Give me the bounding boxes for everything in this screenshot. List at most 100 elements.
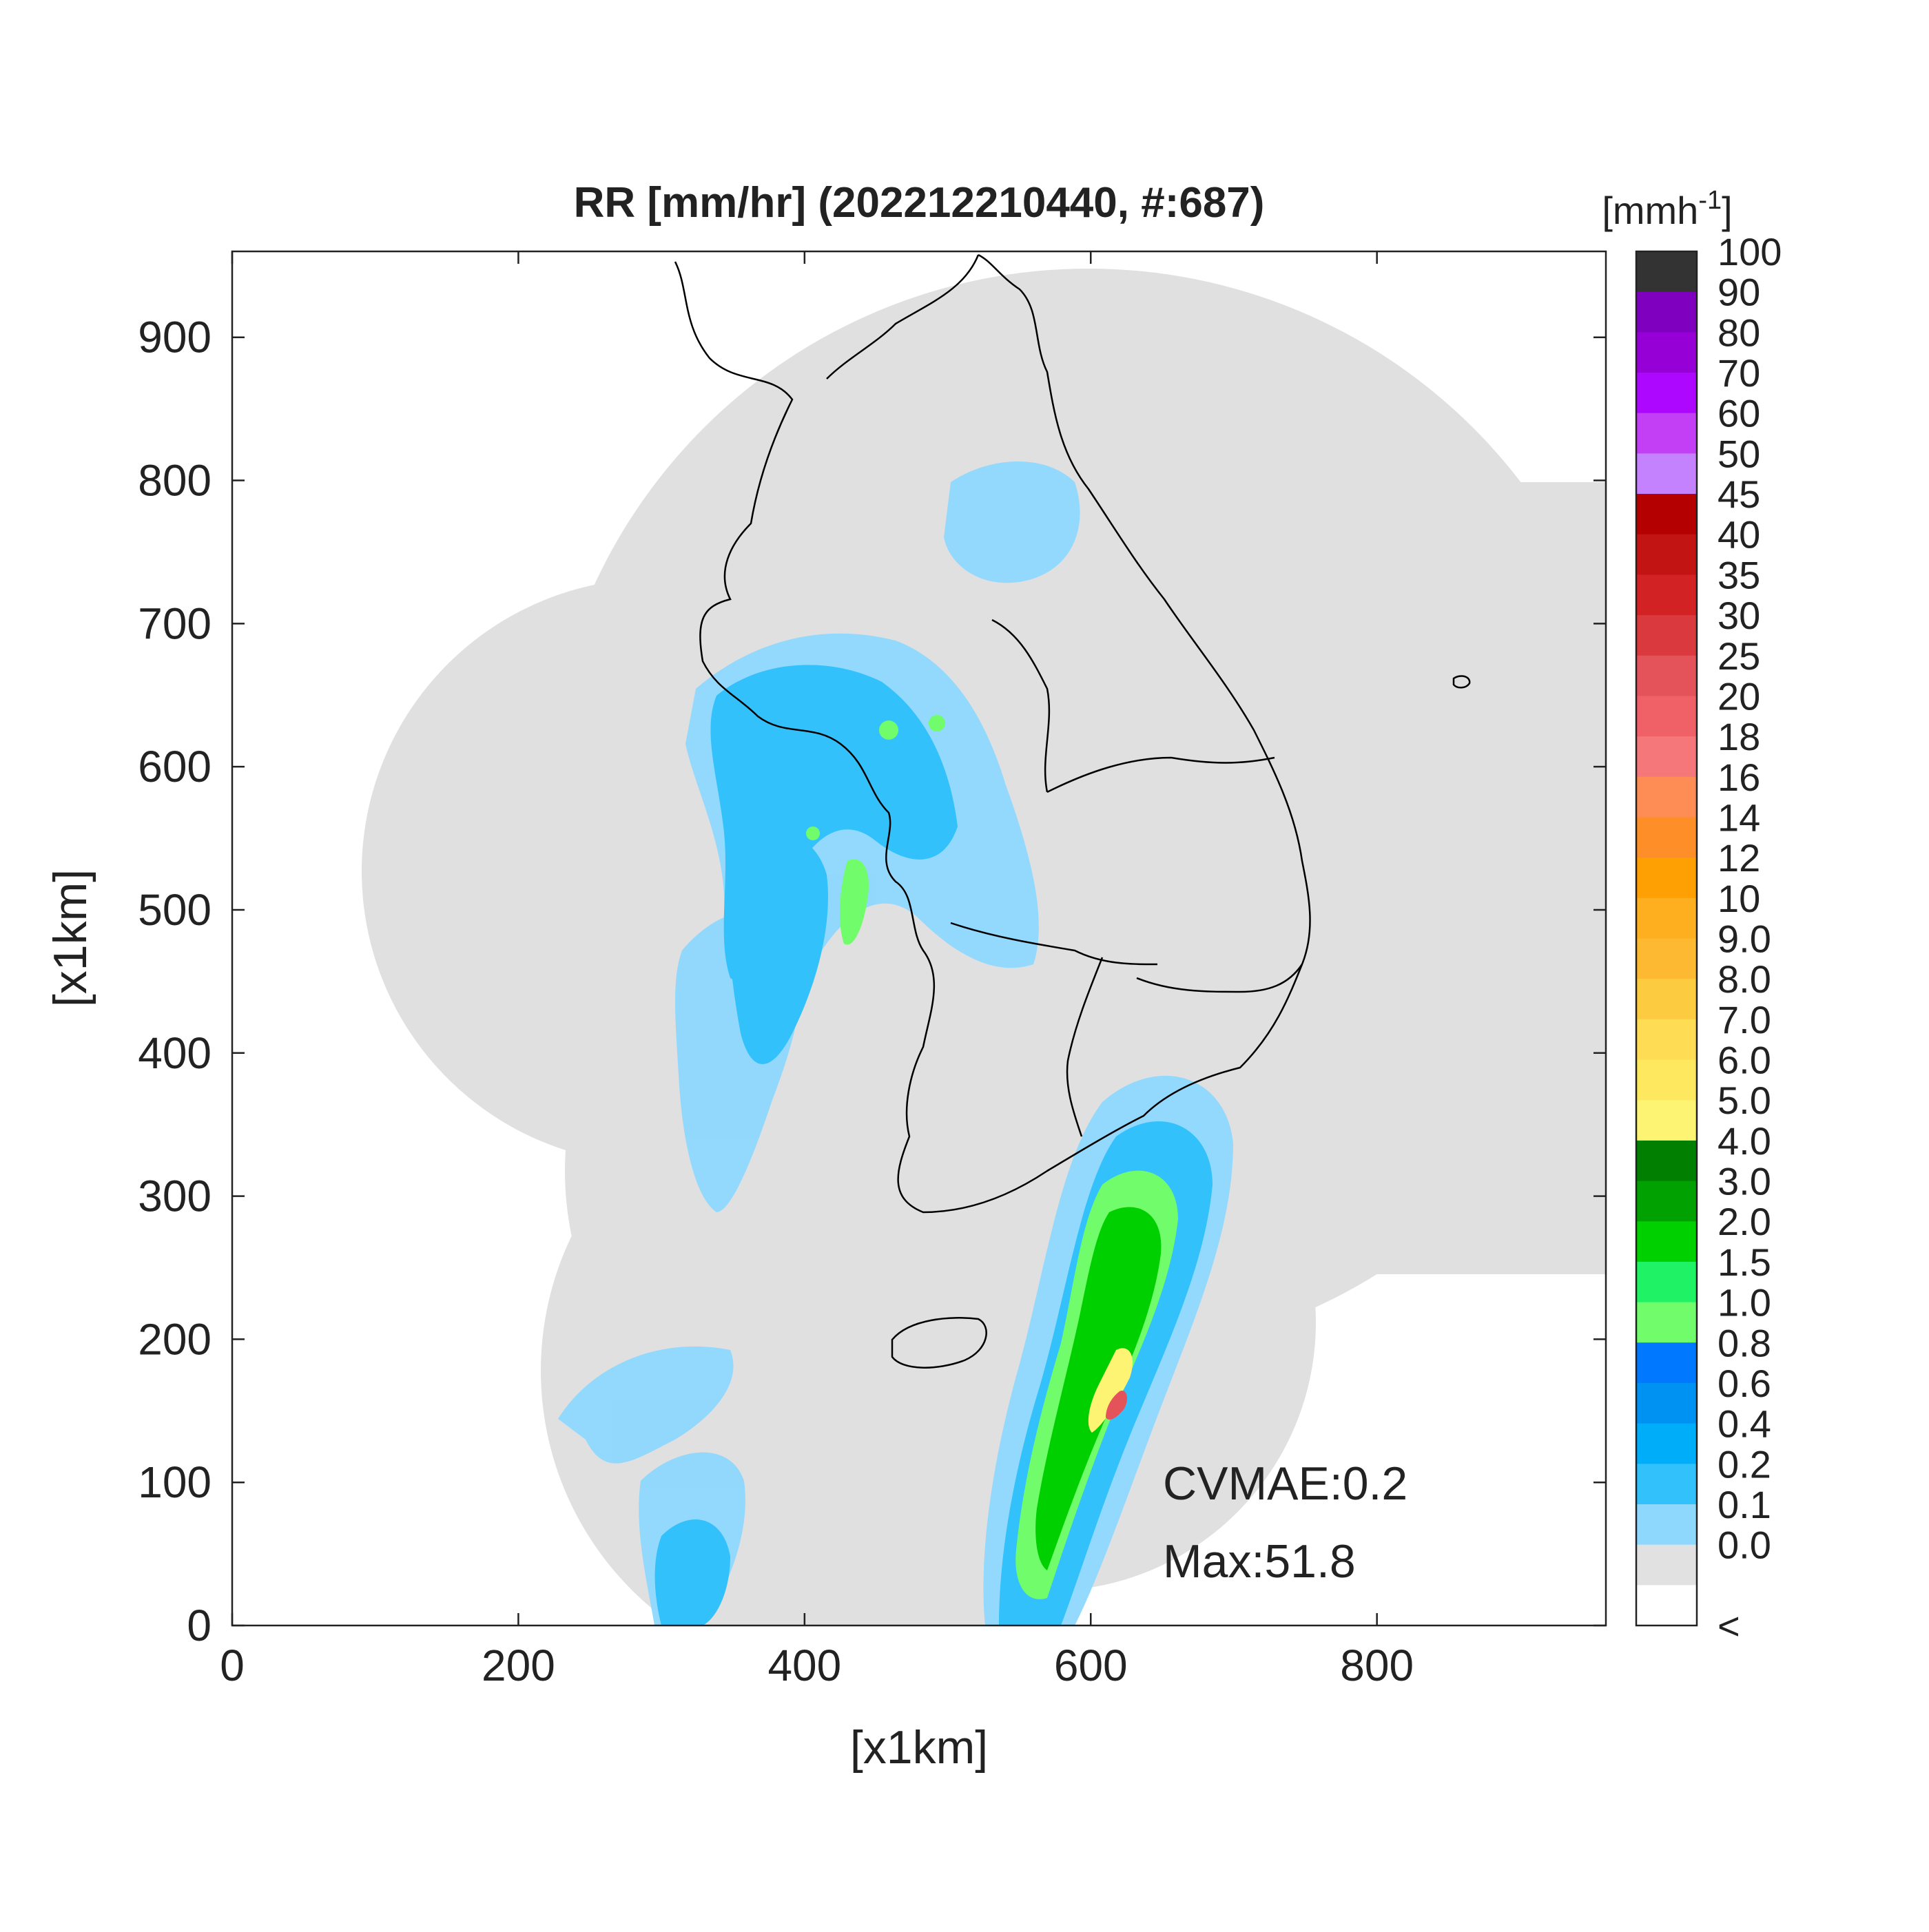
colorbar-swatch	[1636, 332, 1697, 373]
axes-frame	[231, 250, 1607, 1627]
colorbar-level-label: 0.8	[1717, 1321, 1771, 1364]
y-tick-label: 800	[138, 456, 212, 506]
colorbar-level-label: 7.0	[1717, 998, 1771, 1041]
colorbar-level-label: 0.2	[1717, 1442, 1771, 1486]
x-tick-label: 800	[1340, 1641, 1414, 1690]
colorbar-unit: [mmh-1]	[1602, 186, 1732, 232]
colorbar-level-label: 90	[1717, 271, 1760, 314]
plot-area	[232, 251, 1606, 1625]
colorbar-swatch	[1636, 574, 1697, 616]
rain-nw-cell-2	[929, 715, 945, 731]
x-axis-label: [x1km]	[850, 1721, 988, 1774]
colorbar-swatch	[1636, 938, 1697, 979]
colorbar-level-label: 10	[1717, 877, 1760, 920]
north-border	[826, 254, 980, 380]
province-border-4	[1066, 957, 1104, 1137]
province-border-5	[1136, 964, 1303, 993]
peninsula-outline	[674, 253, 1311, 1214]
province-border-3	[950, 922, 1158, 966]
colorbar-level-label: 45	[1717, 472, 1760, 516]
rain-nw-green	[839, 859, 869, 945]
colorbar-swatch	[1636, 534, 1697, 575]
colorbar-level-label: 6.0	[1717, 1039, 1771, 1082]
province-border-2	[1046, 756, 1275, 793]
max-annotation: Max:51.8	[1163, 1535, 1356, 1588]
colorbar-swatch	[1636, 1544, 1697, 1586]
radar-coverage	[362, 269, 1606, 1625]
province-border-1	[991, 619, 1051, 793]
colorbar-level-label: 5.0	[1717, 1079, 1771, 1122]
y-tick-label: 600	[138, 742, 212, 791]
colorbar-frame	[1635, 250, 1698, 1627]
jeju-island	[891, 1317, 987, 1369]
colorbar-swatch	[1636, 494, 1697, 535]
rain-nw-cell-1	[879, 720, 898, 740]
colorbar-level-label: 0.6	[1717, 1362, 1771, 1405]
colorbar-level-label: 0.0	[1717, 1524, 1771, 1567]
colorbar-level-label: 9.0	[1717, 917, 1771, 961]
colorbar-swatch	[1636, 696, 1697, 737]
x-tick-label: 600	[1054, 1641, 1128, 1690]
colorbar-swatch	[1636, 1585, 1697, 1626]
x-axis-ticks: 0 200 400 600 800	[220, 251, 1414, 1690]
colorbar-swatch	[1636, 776, 1697, 818]
y-tick-label: 0	[187, 1601, 212, 1650]
colorbar-unit-base: [mmh	[1602, 189, 1698, 232]
colorbar-swatch	[1636, 1504, 1697, 1546]
colorbar-level-label: 60	[1717, 392, 1760, 435]
colorbar-swatch	[1636, 1221, 1697, 1263]
colorbar-swatch	[1636, 1100, 1697, 1141]
colorbar-swatch	[1636, 413, 1697, 454]
colorbar-level-label: 14	[1717, 796, 1760, 839]
colorbar-level-label: 3.0	[1717, 1160, 1771, 1203]
colorbar-level-label: 4.0	[1717, 1119, 1771, 1163]
colorbar-swatch	[1636, 1261, 1697, 1303]
colorbar-swatch	[1636, 291, 1697, 333]
colorbar-swatch	[1636, 453, 1697, 495]
rain-nw-cell-3	[806, 827, 820, 840]
colorbar-swatch	[1636, 1464, 1697, 1505]
x-tick-label: 200	[482, 1641, 555, 1690]
rain-sw-sea	[558, 1346, 734, 1464]
colorbar-swatch	[1636, 1181, 1697, 1222]
coverage-east-edge	[1371, 482, 1605, 1274]
rain-w-core	[727, 832, 828, 1064]
colorbar-swatch	[1636, 251, 1697, 293]
colorbar-level-label: 16	[1717, 756, 1760, 799]
colorbar-level-label: 12	[1717, 836, 1760, 880]
colorbar-swatch	[1636, 1019, 1697, 1061]
y-tick-label: 200	[138, 1314, 212, 1364]
y-axis-label: [x1km]	[44, 869, 96, 1007]
colorbar-level-label: 8.0	[1717, 957, 1771, 1001]
colorbar-swatch	[1636, 858, 1697, 899]
colorbar-level-label: 1.5	[1717, 1240, 1771, 1284]
x-tick-label: 400	[767, 1641, 841, 1690]
colorbar-level-label: 40	[1717, 513, 1760, 557]
colorbar-level-label: 18	[1717, 715, 1760, 758]
y-tick-label: 400	[138, 1028, 212, 1078]
y-tick-label: 100	[138, 1457, 212, 1507]
chart-title: RR [mm/hr] (202212210440, #:687)	[574, 179, 1265, 227]
ulleung-island	[1452, 675, 1471, 689]
colorbar-level-label: 0.1	[1717, 1483, 1771, 1526]
colorbar-level-label: 20	[1717, 674, 1760, 718]
colorbar-swatch	[1636, 1059, 1697, 1101]
colorbar-swatch	[1636, 1423, 1697, 1464]
colorbar-swatches	[1636, 251, 1697, 1626]
precip-heavy	[806, 715, 1178, 1599]
colorbar-swatch	[1636, 817, 1697, 858]
colorbar-unit-exponent: -1	[1698, 186, 1722, 215]
colorbar-level-label: 1.0	[1717, 1281, 1771, 1325]
x-tick-label: 0	[220, 1641, 245, 1690]
colorbar-unit-close: ]	[1722, 189, 1733, 232]
colorbar-level-label: 80	[1717, 311, 1760, 354]
colorbar-swatch	[1636, 979, 1697, 1020]
y-axis-ticks: 0 100 200 300 400 500 600 700 800 900	[138, 313, 1606, 1650]
colorbar-level-label: 100	[1717, 230, 1782, 273]
y-tick-label: 500	[138, 885, 212, 935]
y-tick-label: 700	[138, 599, 212, 648]
cvmae-annotation: CVMAE:0.2	[1163, 1457, 1407, 1510]
colorbar-level-label: 25	[1717, 634, 1760, 678]
colorbar-swatch	[1636, 897, 1697, 939]
